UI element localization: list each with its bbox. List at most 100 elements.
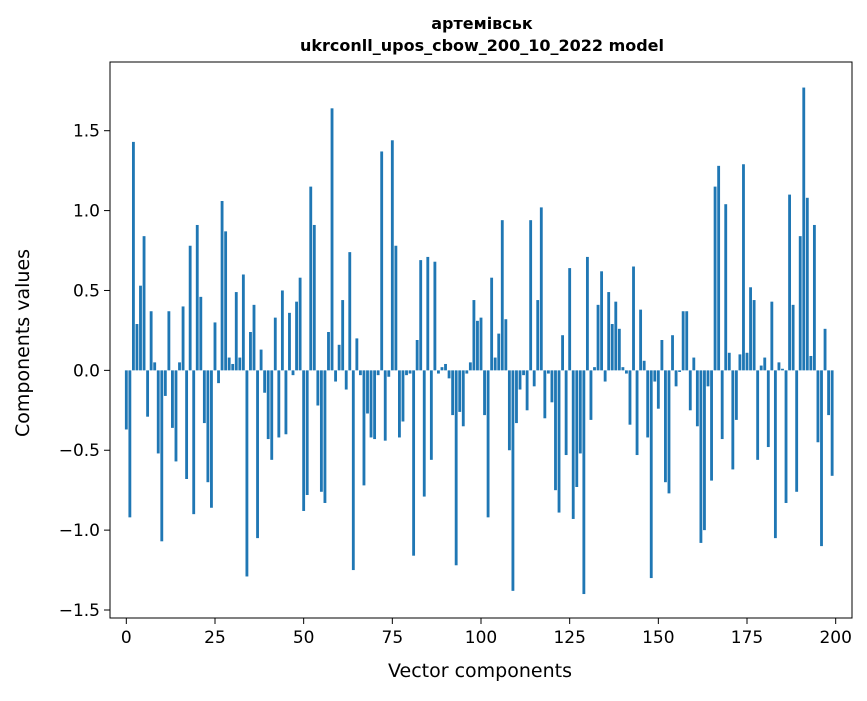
bar-122 <box>557 370 561 513</box>
bar-143 <box>632 266 635 371</box>
y-tick-label: 0.5 <box>73 281 100 301</box>
bar-109 <box>511 370 515 591</box>
bar-106 <box>500 220 504 371</box>
bar-138 <box>614 301 618 371</box>
bar-135 <box>603 370 607 382</box>
bar-38 <box>259 349 263 371</box>
bar-63 <box>348 252 352 371</box>
bar-7 <box>149 311 153 371</box>
bar-170 <box>727 352 731 371</box>
bar-171 <box>731 370 735 470</box>
bar-42 <box>273 317 277 371</box>
bar-57 <box>327 332 330 371</box>
bar-147 <box>646 370 650 438</box>
bar-172 <box>734 370 738 420</box>
bar-73 <box>383 370 387 441</box>
bar-190 <box>798 236 802 371</box>
bar-131 <box>589 370 593 420</box>
bar-47 <box>291 370 295 376</box>
bar-64 <box>351 370 355 571</box>
y-tick-label: 0.0 <box>73 361 100 381</box>
bar-117 <box>539 207 543 371</box>
bar-100 <box>479 317 483 371</box>
bar-26 <box>217 370 220 384</box>
bar-8 <box>153 362 157 371</box>
bar-20 <box>195 224 199 371</box>
bar-88 <box>437 370 440 374</box>
bar-2 <box>131 141 135 371</box>
bar-86 <box>429 370 433 460</box>
x-axis-label: Vector components <box>388 660 572 682</box>
bar-127 <box>575 370 579 487</box>
bar-136 <box>607 292 611 371</box>
bar-113 <box>525 370 529 411</box>
bar-132 <box>593 367 596 371</box>
bar-107 <box>504 319 508 371</box>
bar-121 <box>554 370 557 491</box>
y-tick-label: −0.5 <box>59 441 100 461</box>
bar-104 <box>493 357 497 371</box>
bar-145 <box>639 309 643 371</box>
bar-157 <box>681 311 685 371</box>
bar-80 <box>408 370 412 374</box>
bar-153 <box>667 370 671 494</box>
x-tick-label: 75 <box>382 628 404 648</box>
bar-180 <box>763 357 767 371</box>
bar-36 <box>252 304 256 371</box>
chart-title: артемівськ <box>431 14 533 33</box>
x-tick-label: 175 <box>731 628 763 648</box>
bar-56 <box>323 370 327 503</box>
bar-43 <box>277 370 281 438</box>
bar-150 <box>656 370 660 409</box>
bar-40 <box>266 370 270 440</box>
bar-87 <box>433 261 437 371</box>
bar-67 <box>362 370 366 486</box>
bar-196 <box>820 370 823 547</box>
bar-139 <box>617 328 621 371</box>
bar-3 <box>135 324 139 371</box>
bar-27 <box>220 201 224 371</box>
y-axis-label: Components values <box>12 249 34 437</box>
bar-32 <box>238 357 242 371</box>
bar-162 <box>699 370 703 543</box>
bar-24 <box>210 370 213 508</box>
bar-112 <box>522 370 525 376</box>
bar-185 <box>781 368 784 371</box>
bar-118 <box>543 370 547 419</box>
bar-168 <box>720 370 724 440</box>
bar-69 <box>369 370 373 438</box>
bar-91 <box>447 370 451 379</box>
y-tick-label: 1.5 <box>73 122 100 142</box>
bar-53 <box>312 224 316 371</box>
bar-142 <box>628 370 632 425</box>
x-tick-label: 100 <box>465 628 497 648</box>
bar-174 <box>742 164 745 371</box>
y-tick-label: −1.0 <box>59 521 100 541</box>
bar-45 <box>284 370 288 435</box>
bar-195 <box>816 370 820 443</box>
bar-194 <box>812 224 816 371</box>
bar-94 <box>458 370 462 412</box>
bar-95 <box>461 370 465 427</box>
bar-192 <box>805 197 809 371</box>
x-tick-label: 0 <box>121 628 132 648</box>
bar-126 <box>571 370 575 519</box>
bar-102 <box>486 370 490 518</box>
bar-5 <box>142 236 146 371</box>
bar-163 <box>703 370 706 531</box>
bar-193 <box>809 355 813 371</box>
bar-49 <box>298 277 302 371</box>
bar-54 <box>316 370 320 406</box>
bar-158 <box>685 311 689 371</box>
bar-13 <box>171 370 174 428</box>
bar-166 <box>713 186 717 371</box>
bar-130 <box>585 256 589 371</box>
plot-frame <box>109 61 853 619</box>
bar-129 <box>582 370 586 595</box>
bar-6 <box>146 370 150 417</box>
bar-178 <box>756 370 760 460</box>
bar-58 <box>330 108 334 371</box>
bar-92 <box>451 370 455 416</box>
bar-111 <box>518 370 522 390</box>
